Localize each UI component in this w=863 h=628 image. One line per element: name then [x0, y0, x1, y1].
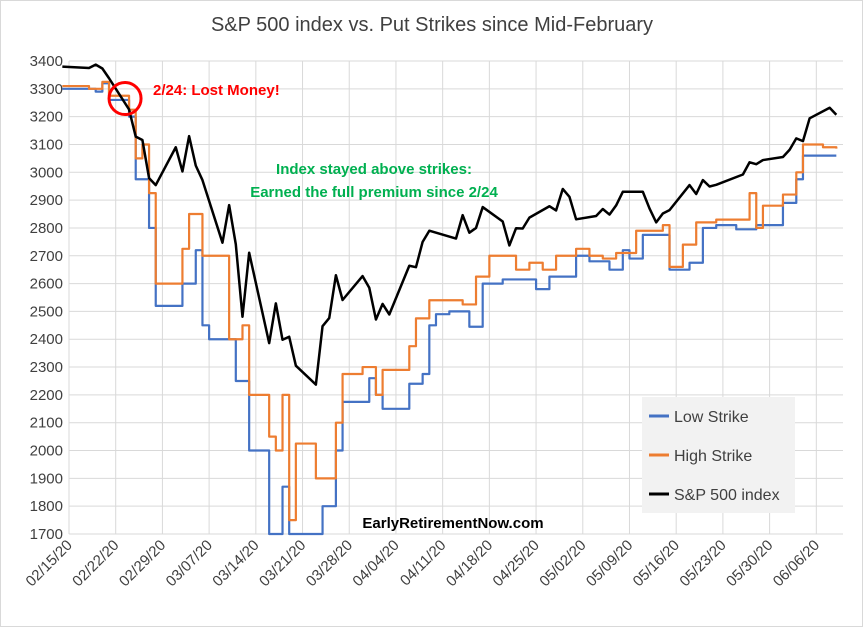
y-tick-label: 3100	[30, 136, 63, 153]
chart-title: S&P 500 index vs. Put Strikes since Mid-…	[211, 14, 653, 36]
gridlines	[68, 60, 843, 535]
lost-money-annotation: 2/24: Lost Money!	[153, 82, 280, 99]
x-tick-label: 04/11/20	[397, 537, 450, 590]
y-tick-label: 2700	[30, 248, 63, 265]
x-tick-label: 05/09/20	[583, 537, 636, 590]
series-line-low-strike	[62, 82, 837, 536]
series-layer	[62, 63, 838, 536]
lost-money-circle	[107, 81, 143, 117]
legend: Low Strike High Strike S&P 500 index	[642, 397, 795, 513]
x-tick-label: 03/21/20	[256, 537, 309, 590]
x-tick-label: 02/22/20	[69, 537, 122, 590]
y-tick-label: 3200	[30, 109, 63, 126]
x-tick-label: 05/02/20	[536, 537, 589, 590]
x-tick-label: 06/06/20	[770, 537, 823, 590]
y-tick-label: 2900	[30, 192, 63, 209]
series-line-high-strike	[62, 80, 838, 522]
x-tick-label: 05/23/20	[676, 537, 729, 590]
y-tick-label: 2300	[30, 359, 63, 376]
y-tick-label: 2500	[30, 303, 63, 320]
y-tick-label: 1700	[30, 526, 63, 543]
x-tick-label: 04/04/20	[349, 537, 402, 590]
y-tick-label: 2400	[30, 331, 63, 348]
x-tick-label: 05/30/20	[723, 537, 776, 590]
x-tick-label: 02/29/20	[116, 537, 169, 590]
series-line-s-p-500-index	[62, 63, 838, 386]
y-tick-label: 2200	[30, 387, 63, 404]
x-tick-label: 03/28/20	[303, 537, 356, 590]
x-axis: 02/15/2002/22/2002/29/2003/07/2003/14/20…	[23, 537, 824, 590]
x-tick-label: 03/14/20	[209, 537, 262, 590]
y-tick-label: 3400	[30, 53, 63, 70]
x-tick-label: 03/07/20	[163, 537, 216, 590]
y-tick-label: 3300	[30, 81, 63, 98]
y-axis: 1700 1800 1900 2000 2100 2200 2300 2400 2500 2600…	[30, 53, 63, 543]
x-tick-label: 02/15/20	[23, 537, 76, 590]
legend-label-high-strike: High Strike	[674, 448, 752, 465]
legend-label-low-strike: Low Strike	[674, 409, 749, 426]
y-tick-label: 3000	[30, 164, 63, 181]
y-tick-label: 2600	[30, 276, 63, 293]
stayed-above-annotation-line1: Index stayed above strikes:	[276, 161, 472, 178]
x-tick-label: 05/16/20	[630, 537, 683, 590]
x-tick-label: 04/25/20	[490, 537, 543, 590]
y-tick-label: 2100	[30, 415, 63, 432]
y-tick-label: 1900	[30, 470, 63, 487]
y-tick-label: 1800	[30, 498, 63, 515]
y-tick-label: 2800	[30, 220, 63, 237]
x-tick-label: 04/18/20	[443, 537, 496, 590]
y-tick-label: 2000	[30, 443, 63, 460]
watermark: EarlyRetirementNow.com	[362, 515, 543, 532]
stayed-above-annotation-line2: Earned the full premium since 2/24	[250, 184, 498, 201]
legend-label-sp500: S&P 500 index	[674, 487, 780, 504]
